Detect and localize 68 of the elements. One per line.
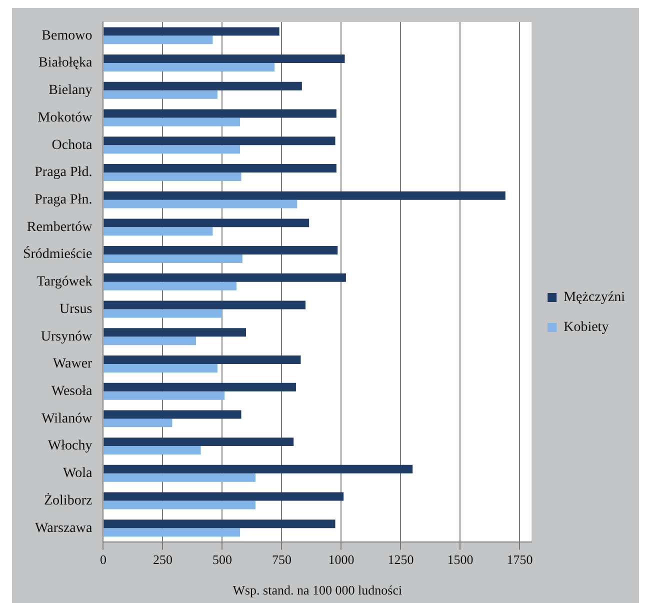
y-tick-label: Praga Płd. <box>34 165 92 180</box>
bar <box>104 254 242 264</box>
y-tick-label: Praga Płn. <box>34 192 92 208</box>
bar <box>104 164 336 172</box>
x-tick-label: 0 <box>100 552 106 568</box>
x-tick-label: 1500 <box>447 552 474 568</box>
x-tick-label: 1000 <box>328 552 354 568</box>
bar <box>104 27 280 36</box>
bar <box>104 355 301 364</box>
y-tick-label: Białołęka <box>38 56 93 71</box>
y-tick-label: Włochy <box>48 438 92 454</box>
y-tick-label: Mokotów <box>38 110 94 126</box>
bar <box>104 227 213 236</box>
y-tick-label: Ochota <box>52 138 93 153</box>
bar <box>104 309 222 318</box>
x-tick-label: 500 <box>212 552 232 568</box>
bar <box>104 328 246 337</box>
bar <box>104 118 240 126</box>
bar <box>104 418 172 428</box>
y-tick-label: Śródmieście <box>22 245 92 262</box>
bar <box>104 136 336 146</box>
y-tick-label: Rembertów <box>26 220 94 235</box>
bar <box>104 90 218 99</box>
bar <box>104 364 218 372</box>
bar <box>104 273 346 282</box>
x-axis-title: Wsp. stand. na 100 000 ludności <box>232 582 402 598</box>
bar <box>104 54 345 64</box>
legend-label: Kobiety <box>564 320 609 336</box>
bar <box>104 391 225 400</box>
y-tick-label: Wesoła <box>51 384 93 400</box>
bar <box>104 246 338 255</box>
y-tick-label: Bemowo <box>42 28 92 44</box>
bar <box>104 200 298 208</box>
bar <box>104 145 240 154</box>
bar <box>104 36 213 44</box>
bar <box>104 382 296 392</box>
bar <box>104 336 196 346</box>
x-tick-label: 250 <box>152 552 172 568</box>
y-tick-label: Wola <box>63 466 93 482</box>
bar <box>104 300 306 310</box>
x-tick-label: 750 <box>272 552 292 568</box>
bar <box>104 82 302 90</box>
legend-label: Mężczyźni <box>564 290 626 306</box>
bar <box>104 172 242 181</box>
y-tick-label: Ursus <box>60 302 92 317</box>
y-tick-label: Targówek <box>36 274 92 290</box>
bar <box>104 473 256 482</box>
y-tick-label: Bielany <box>48 83 92 98</box>
y-tick-label: Ursynów <box>40 329 94 344</box>
y-tick-label: Warszawa <box>35 520 93 536</box>
y-tick-label: Wilanów <box>41 411 94 426</box>
bar <box>104 282 236 290</box>
bar <box>104 191 506 200</box>
bar <box>104 446 201 455</box>
bar <box>104 464 413 474</box>
bar <box>104 520 336 528</box>
y-tick-label: Żoliborz <box>44 492 92 508</box>
x-tick-label: 1250 <box>388 552 414 568</box>
bar <box>104 410 242 419</box>
bar <box>104 218 310 228</box>
bar <box>104 528 240 537</box>
x-tick-label: 1750 <box>506 552 533 568</box>
bar <box>104 438 294 446</box>
bar <box>104 63 275 72</box>
bar <box>104 500 256 510</box>
y-tick-label: Wawer <box>52 356 93 372</box>
bar <box>104 492 344 501</box>
bar <box>104 109 336 118</box>
